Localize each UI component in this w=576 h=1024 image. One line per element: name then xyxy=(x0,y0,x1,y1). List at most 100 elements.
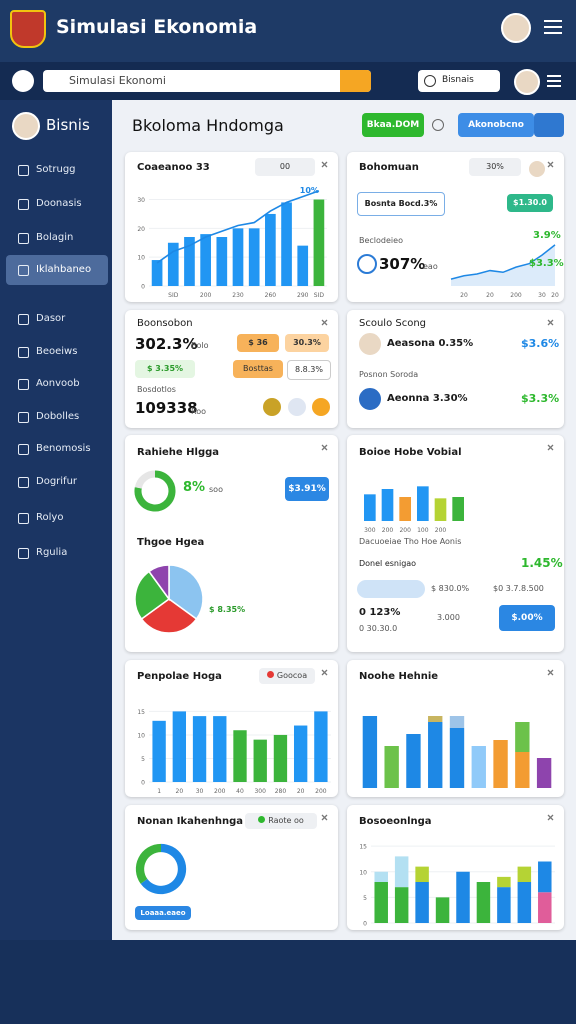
sidebar-item[interactable]: Bolagin xyxy=(6,223,108,253)
x-tick-label: 280 xyxy=(275,788,287,795)
bar xyxy=(449,716,465,728)
brand: Simulasi Ekonomia xyxy=(56,16,258,38)
refresh-icon[interactable] xyxy=(432,119,444,131)
x-tick-label: 30 xyxy=(538,292,546,299)
close-icon[interactable] xyxy=(321,669,328,679)
menu-icon[interactable] xyxy=(546,74,562,88)
logo xyxy=(10,10,46,48)
icon xyxy=(18,477,29,488)
avatar[interactable] xyxy=(501,13,531,43)
chip[interactable]: Raote oo xyxy=(245,813,317,829)
subtitle: Beclodeieo xyxy=(359,236,403,245)
sidebar-label: Dobolles xyxy=(36,411,80,422)
x-tick-label: 260 xyxy=(265,292,277,299)
chip: $ 3.35% xyxy=(135,360,195,378)
sidebar-item[interactable]: Doonasis xyxy=(6,189,108,219)
sidebar-item[interactable]: Rolyo xyxy=(6,503,108,533)
close-icon[interactable] xyxy=(321,161,328,171)
search-input[interactable]: Simulasi Ekonomi xyxy=(43,70,371,92)
home-button[interactable] xyxy=(12,70,34,92)
bar xyxy=(192,716,207,782)
chip[interactable]: 30% xyxy=(469,158,521,176)
close-icon[interactable] xyxy=(321,444,328,454)
sidebar-label: Rolyo xyxy=(36,512,64,523)
sidebar-item[interactable]: Dogrifur xyxy=(6,467,108,497)
chip: 30.3% xyxy=(285,334,329,352)
y-tick-label: 20 xyxy=(137,226,145,233)
y-tick-label: 10 xyxy=(137,255,145,262)
sidebar-item[interactable]: Rgulia xyxy=(6,538,108,568)
select[interactable]: Bisnais xyxy=(418,70,500,92)
card-title: Bohomuan xyxy=(359,162,419,173)
close-icon[interactable] xyxy=(547,319,554,329)
avatar[interactable] xyxy=(514,69,540,95)
close-path xyxy=(321,444,328,451)
small-text: soo xyxy=(209,485,223,494)
card: Scoulo Scong Aeasona 0.35% $3.6% Posnon … xyxy=(347,310,564,428)
button[interactable]: $.00% xyxy=(499,605,555,631)
search-button[interactable] xyxy=(340,70,371,92)
close-icon[interactable] xyxy=(547,444,554,454)
bar xyxy=(456,871,470,923)
bar xyxy=(362,716,378,788)
chip[interactable]: 00 xyxy=(255,158,315,176)
card-title: Scoulo Scong xyxy=(359,318,427,329)
donut xyxy=(134,470,176,512)
close-path xyxy=(547,161,554,168)
button[interactable]: Loaaa.eaeo xyxy=(135,906,191,920)
close-icon[interactable] xyxy=(321,814,328,824)
card: Boonsobon 302.3% Bolo $ 36 30.3% $ 3.35%… xyxy=(125,310,338,428)
sidebar-item[interactable]: Sotrugg xyxy=(6,155,108,185)
close-glyph xyxy=(547,444,554,451)
close-icon[interactable] xyxy=(547,814,554,824)
sidebar-item[interactable]: Iklahbaneo xyxy=(6,255,108,285)
close-icon[interactable] xyxy=(321,319,328,329)
bar xyxy=(428,716,443,722)
close-glyph xyxy=(547,669,554,676)
x-tick-label: 200 xyxy=(399,527,411,534)
sidebar-item[interactable]: Dasor xyxy=(6,304,108,334)
sidebar-item[interactable]: Aonvoob xyxy=(6,369,108,399)
menu-icon[interactable] xyxy=(543,19,563,35)
close-glyph xyxy=(321,814,328,821)
row-value: 1.45% xyxy=(521,556,563,570)
annotation: $3.3% xyxy=(529,258,564,269)
bar xyxy=(273,734,288,782)
x-tick-label: 200 xyxy=(435,527,447,534)
button[interactable]: Akonobcno xyxy=(458,113,534,137)
bar xyxy=(536,758,552,788)
button[interactable]: Bkaa.DOM xyxy=(362,113,424,137)
bar xyxy=(265,213,276,286)
bar xyxy=(172,711,187,782)
icon xyxy=(357,254,377,274)
icon xyxy=(263,398,281,416)
bar xyxy=(471,746,486,788)
chip-text: Raote oo xyxy=(268,816,304,825)
area-fill xyxy=(451,244,555,286)
sidebar-item[interactable]: Benomosis xyxy=(6,434,108,464)
button[interactable]: $3.91% xyxy=(285,477,329,501)
bar xyxy=(152,720,166,782)
card-title: Bosoeonlnga xyxy=(359,816,432,827)
close-glyph xyxy=(321,669,328,676)
select-value: Bisnais xyxy=(442,75,474,85)
bar xyxy=(213,716,227,782)
small-text: eao xyxy=(423,262,438,271)
card-title: Boioe Hobe Vobial xyxy=(359,447,462,458)
chip[interactable]: Goocoa xyxy=(259,668,315,684)
bar xyxy=(538,861,552,893)
icon xyxy=(18,199,29,210)
close-icon[interactable] xyxy=(547,161,554,171)
bar xyxy=(384,746,399,788)
sidebar-item[interactable]: Beoeiws xyxy=(6,337,108,367)
sidebar-label: Rgulia xyxy=(36,547,68,558)
card-title: Noohe Hehnie xyxy=(359,671,439,682)
close-icon[interactable] xyxy=(547,669,554,679)
bar xyxy=(449,728,465,788)
card: Boioe Hobe Vobial 300 200 200 100 200 Dacuoe… xyxy=(347,435,564,652)
bar xyxy=(374,871,388,882)
x-tick-label: 200 xyxy=(200,292,212,299)
y-tick-label: 10 xyxy=(359,869,367,876)
search-button[interactable] xyxy=(534,113,564,137)
sidebar-item[interactable]: Dobolles xyxy=(6,402,108,432)
